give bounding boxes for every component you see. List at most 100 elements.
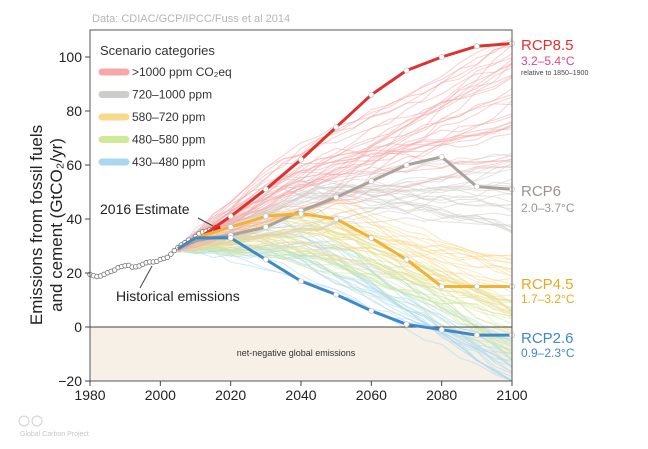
rcp45-point [368,234,375,241]
historical-pointer [139,265,153,289]
rcp45-point [298,210,304,217]
rcp45-point [262,213,269,220]
rcp85-point [438,54,445,60]
rcp26-label: RCP2.6 0.9–2.3°C [521,330,575,360]
rcp6-range: 2.0–3.7°C [521,201,575,215]
y-tick-label: 100 [59,49,83,65]
rcp6-point [438,153,445,160]
rcp85-range: 3.2–5.4°C [521,54,575,68]
y-tick-label: 80 [66,103,82,119]
rcp45-name: RCP4.5 [521,276,574,293]
rcp26-point [227,234,234,241]
scenario-pathway [177,164,513,251]
x-tick-label: 2000 [145,387,176,403]
y-tick-label: 0 [74,319,82,335]
scenario-pathway [177,53,513,248]
rcp26-point [298,278,304,284]
credit-text: Global Carbon Project [20,431,89,438]
rcp26-point [438,326,445,333]
rcp85-point [368,91,375,98]
rcp26-point [262,256,269,263]
rcp85-point [403,67,410,74]
y-tick-label: 60 [66,157,82,173]
historical-point [171,247,178,254]
legend-item-label: 480–580 ppm [132,133,205,147]
rcp26-range: 0.9–2.3°C [521,346,575,360]
cc-license-icon [18,415,43,427]
scenario-pathway [177,113,513,248]
scenario-pathway [177,62,513,248]
x-tick-label: 1980 [74,387,105,403]
historical-label: Historical emissions [116,288,240,304]
rcp6-point [333,194,340,201]
legend: Scenario categories >1000 ppm CO₂eq 720–1… [98,43,232,169]
rcp85-label: RCP8.5 3.2–5.4°C relative to 1850–1900 [521,37,588,77]
rcp45-point [333,216,340,222]
rcp45-point [227,224,234,230]
rcp6-point [368,178,375,185]
rcp26-point [333,291,340,298]
rcp45-point [473,283,480,290]
rcp45-point [403,256,410,263]
x-tick-label: 2040 [285,387,316,403]
y-axis: −20 0 20 40 60 80 100 [58,49,90,389]
rcp6-label: RCP6 2.0–3.7°C [521,183,575,215]
x-axis: 1980 2000 2020 2040 2060 2080 2100 [74,381,528,403]
rcp85-ref: relative to 1850–1900 [521,70,588,77]
x-tick-label: 2060 [356,387,387,403]
legend-item-label: 430–480 ppm [132,155,205,169]
rcp26-point [473,332,480,338]
y-tick-label: −20 [58,373,82,389]
scenario-pathway [177,245,513,308]
rcp45-label: RCP4.5 1.7–3.2°C [521,276,575,306]
rcp26-name: RCP2.6 [521,330,574,347]
rcp45-point [438,283,445,290]
scenario-pathway [177,178,513,253]
scenario-pathway [177,244,513,349]
scenario-pathway [177,241,513,288]
scenario-bands [177,39,513,382]
legend-title: Scenario categories [100,43,215,58]
rcp45-range: 1.7–3.2°C [521,292,575,306]
x-tick-label: 2100 [496,387,527,403]
rcp26-point [368,307,375,314]
source-note: Data: CDIAC/GCP/IPCC/Fuss et al 2014 [92,13,290,25]
rcp26-point [403,321,410,328]
scenario-pathway [177,228,513,303]
historical-point [168,251,174,257]
net-negative-label: net-negative global emissions [237,348,356,358]
rcp85-point [298,156,304,163]
rcp85-point [333,124,340,131]
legend-item-label: 580–720 ppm [132,110,205,124]
rcp6-point [262,224,269,230]
scenario-pathway [177,40,513,250]
y-axis-title-line1: Emissions from fossil fuels [27,125,46,325]
y-tick-label: 40 [66,211,82,227]
scenario-pathway [177,62,513,251]
scenario-pathway [177,63,513,246]
rcp85-point [473,43,480,50]
scenario-pathway [177,225,513,260]
historical-point [164,254,171,261]
rcp85-point [227,213,234,220]
scenario-pathway [177,158,513,250]
x-tick-label: 2080 [426,387,457,403]
scenario-pathway [177,39,513,251]
scenario-pathway [177,225,513,277]
y-tick-label: 20 [66,265,82,281]
rcp6-point [473,183,480,190]
scenario-pathway [177,241,513,259]
rcp85-point [262,186,269,193]
scenario-pathway [177,122,513,253]
scenario-pathway [177,246,513,325]
rcp85-name: RCP8.5 [521,37,574,54]
y-axis-title-line2: and cement (GtCO₂/yr) [47,138,66,312]
estimate-label: 2016 Estimate [100,201,190,217]
scenario-pathway [177,77,513,252]
rcp6-point [403,162,410,168]
scenario-pathway [177,249,513,382]
scenario-pathway [177,44,513,252]
legend-item-label: 720–1000 ppm [132,88,212,102]
estimate-pointer [197,217,214,227]
